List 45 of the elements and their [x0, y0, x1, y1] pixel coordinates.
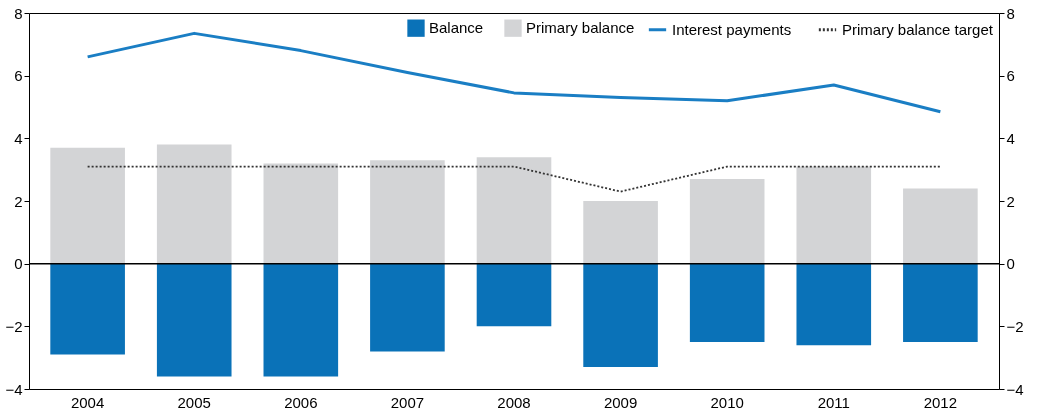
- bar: [583, 201, 658, 264]
- x-tick-label: 2005: [177, 393, 211, 411]
- bar: [583, 263, 658, 368]
- legend-label: Balance: [429, 19, 484, 37]
- y2-tick-label: 4: [1006, 129, 1015, 147]
- bar: [476, 157, 552, 264]
- x-tick-label: 2011: [817, 393, 850, 411]
- legend-label: Interest payments: [672, 20, 792, 38]
- x-tick-label: 2010: [710, 393, 744, 411]
- y2-tick-label: 6: [1006, 67, 1015, 85]
- y-tick-label: 8: [14, 4, 23, 22]
- y2-tick-label: 0: [1006, 255, 1015, 273]
- x-tick-label: 2008: [497, 393, 531, 411]
- bar: [370, 263, 445, 352]
- bar: [796, 166, 872, 264]
- bar: [156, 263, 232, 377]
- bar: [370, 160, 445, 264]
- bar: [50, 263, 125, 355]
- y-tick-label: 0: [14, 255, 23, 273]
- x-tick-label: 2004: [70, 393, 105, 411]
- bar: [156, 144, 232, 264]
- x-tick-label: 2009: [603, 393, 638, 411]
- x-tick-label: 2006: [284, 393, 318, 411]
- y2-tick-label: −4: [1006, 380, 1024, 398]
- y2-tick-label: −2: [1006, 317, 1024, 335]
- bar: [903, 188, 978, 264]
- legend-label: Primary balance: [526, 19, 635, 37]
- y-tick-label: 2: [14, 192, 23, 210]
- bar: [689, 263, 765, 342]
- y2-tick-label: 2: [1006, 192, 1015, 210]
- y2-tick-label: 8: [1006, 4, 1015, 22]
- bar: [796, 263, 872, 346]
- x-tick-label: 2007: [390, 393, 425, 411]
- legend-label: Primary balance target: [842, 20, 994, 38]
- y-tick-label: −2: [5, 317, 23, 335]
- bar: [263, 263, 339, 377]
- bar: [50, 147, 125, 264]
- bar: [903, 263, 978, 342]
- y-tick-label: −4: [5, 380, 23, 398]
- y-tick-label: 4: [14, 129, 23, 147]
- bar: [689, 179, 765, 264]
- bar: [263, 163, 339, 264]
- y-tick-label: 6: [14, 67, 23, 85]
- x-tick-label: 2012: [923, 393, 958, 411]
- bar: [476, 263, 552, 327]
